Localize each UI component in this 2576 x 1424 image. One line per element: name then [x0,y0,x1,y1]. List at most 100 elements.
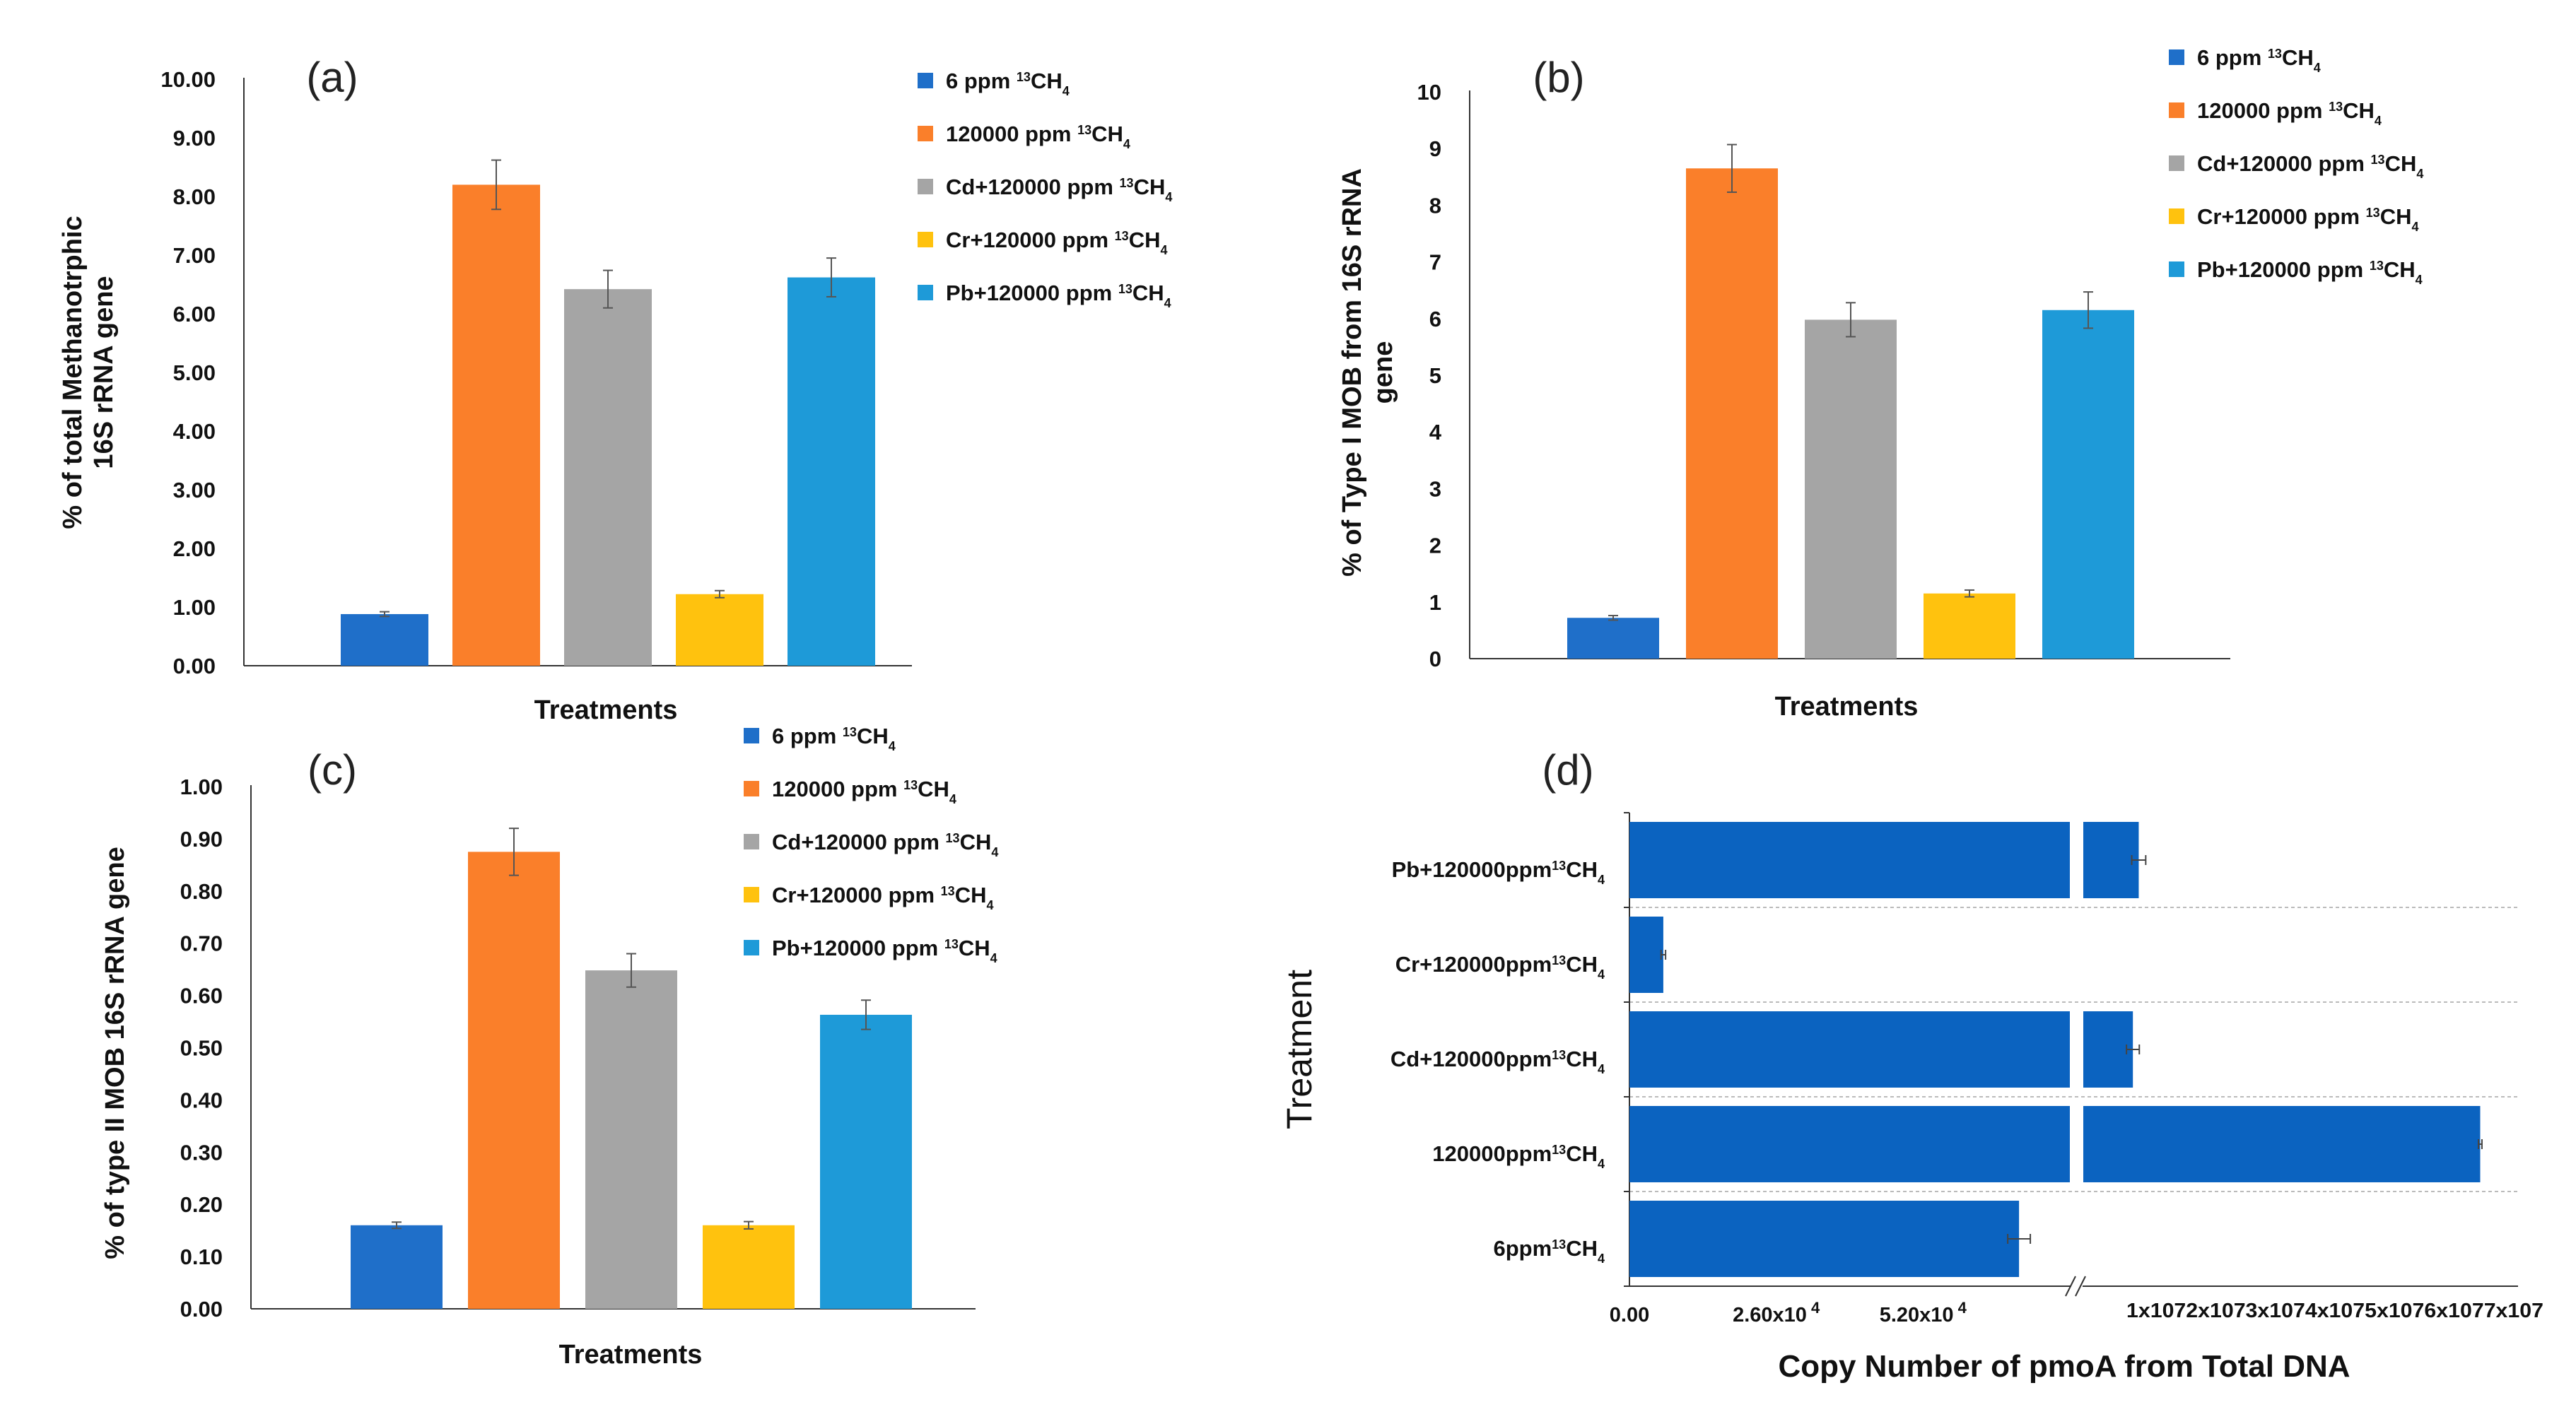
panel-label: (a) [306,54,358,101]
x-axis-label: Treatments [1775,692,1919,722]
bar [564,289,652,666]
chart-panel-d: Pb+120000ppm13CH4 Cr+120000ppm13CH4 Cd+120… [1280,746,2543,1384]
y-axis-label: % of Type I MOB from 16S rRNAgene [1337,168,1398,577]
y-tick-label: 8.00 [173,184,216,209]
bar [1805,319,1897,659]
y-tick-label: 1.00 [173,595,216,620]
legend-swatch [744,781,759,796]
legend-entry: 120000 ppm 13CH4 [2197,98,2382,128]
bar-segment-left [1629,1011,2070,1088]
y-tick-label: 1.00 [180,775,223,799]
legend-swatch [2169,49,2184,65]
x-tick-label: 0.00 [1610,1304,1649,1326]
axis-break-mark [2075,1276,2086,1297]
y-tick-label: 5.00 [173,360,216,385]
y-tick-label: 0.50 [180,1036,223,1061]
chart-panel-c: 0.00 0.10 0.20 0.30 0.40 0.50 0.60 0.70 0.80 0.90… [100,724,998,1370]
legend-swatch [2169,155,2184,171]
x-axis-label: Treatments [559,1340,703,1370]
panel-label: (c) [308,746,357,794]
y-tick-label: 0.40 [180,1088,223,1112]
y-tick-label: 0.70 [180,931,223,956]
bar [1686,168,1778,659]
y-tick-label: 0.60 [180,984,223,1008]
y-tick-label: 6 [1429,307,1441,331]
y-axis-label: Treatment [1280,970,1319,1129]
bar [820,1014,912,1309]
legend-swatch [918,179,933,194]
y-tick-label: 0.00 [173,654,216,678]
y-tick-label: 9 [1429,136,1441,161]
legend-swatch [918,126,933,141]
chart-panel-a: 0.00 1.00 2.00 3.00 4.00 5.00 6.00 7.00 8.00 9.00… [58,54,1172,725]
y-tick-label: 6.00 [173,302,216,326]
legend-entry: Pb+120000 ppm 13CH4 [772,936,997,965]
y-tick-label: 2 [1429,534,1441,558]
y-tick-label: 3 [1429,476,1441,501]
y-tick-label: 0.10 [180,1244,223,1269]
bar-segment-left [1629,822,2070,898]
y-tick-label: 1 [1429,590,1441,615]
y-tick-label: 7 [1429,250,1441,275]
bar-segment-left [1629,1106,2070,1182]
legend-entry: Cd+120000 ppm 13CH4 [946,175,1172,204]
y-axis-label: % of type II MOB 16S rRNA gene [100,847,130,1259]
category-label: 120000ppm13CH4 [1432,1141,1605,1171]
legend-swatch [744,728,759,743]
legend-swatch [744,940,759,955]
y-tick-label: 0.30 [180,1140,223,1165]
x-tick-label: 2.60x10 4 [1733,1299,1820,1327]
legend-entry: Cr+120000 ppm 13CH4 [946,228,1168,257]
legend-swatch [2169,102,2184,118]
legend-entry: Pb+120000 ppm 13CH4 [2197,257,2423,287]
legend-entry: Cd+120000 ppm 13CH4 [2197,151,2423,181]
x-tick-labels-upper: 1x10 72x10 73x10 74x10 75x10 76x10 77x10 7 [2126,1300,2543,1322]
y-tick-label: 0.00 [180,1297,223,1322]
bar [2042,310,2134,659]
bar [1629,1201,2020,1277]
bar [2083,822,2139,898]
legend-entry: 6 ppm 13CH4 [2197,45,2321,75]
panel-label: (b) [1533,54,1584,101]
x-axis-label: Copy Number of pmoA from Total DNA [1778,1349,2350,1384]
y-tick-label: 10 [1417,80,1441,105]
y-tick-label: 10.00 [160,67,216,92]
legend-entry: 120000 ppm 13CH4 [772,777,956,806]
y-tick-label: 2.00 [173,536,216,561]
legend-entry: 6 ppm 13CH4 [772,724,896,753]
bar [452,184,540,666]
legend-entry: Cr+120000 ppm 13CH4 [2197,204,2419,234]
bar [1924,593,2015,659]
y-tick-label: 0.20 [180,1192,223,1217]
legend-swatch [2169,208,2184,224]
panel-label: (d) [1542,746,1593,794]
legend-swatch [918,232,933,247]
legend-entry: 120000 ppm 13CH4 [946,122,1130,151]
y-tick-label: 4 [1429,420,1442,445]
y-tick-label: 9.00 [173,126,216,151]
y-tick-label: 8 [1429,193,1441,218]
bar [1567,618,1659,659]
category-label: Cr+120000ppm13CH4 [1395,952,1605,982]
bar [351,1225,443,1309]
legend-swatch [744,834,759,849]
x-axis-label: Treatments [534,695,678,725]
chart-panel-b: 0 1 2 3 4 5 6 7 8 9 10 Treatments % of Type I MOB fr… [1337,45,2423,722]
y-axis-label: % of total Methanotrphic16S rRNA gene [58,216,119,529]
bar [468,852,560,1309]
y-tick-label: 0.90 [180,827,223,852]
legend-swatch [744,887,759,902]
bar [2083,1011,2133,1088]
legend-swatch [918,73,933,88]
bar [676,594,763,666]
category-label: Cd+120000ppm13CH4 [1391,1047,1605,1076]
y-tick-label: 7.00 [173,243,216,268]
category-label: Pb+120000ppm13CH4 [1392,857,1605,887]
legend-entry: Pb+120000 ppm 13CH4 [946,281,1171,310]
x-tick-label: 5.20x10 4 [1880,1299,1967,1327]
bar [788,277,875,666]
bar [2083,1106,2481,1182]
bar [585,970,677,1309]
y-tick-label: 3.00 [173,478,216,502]
